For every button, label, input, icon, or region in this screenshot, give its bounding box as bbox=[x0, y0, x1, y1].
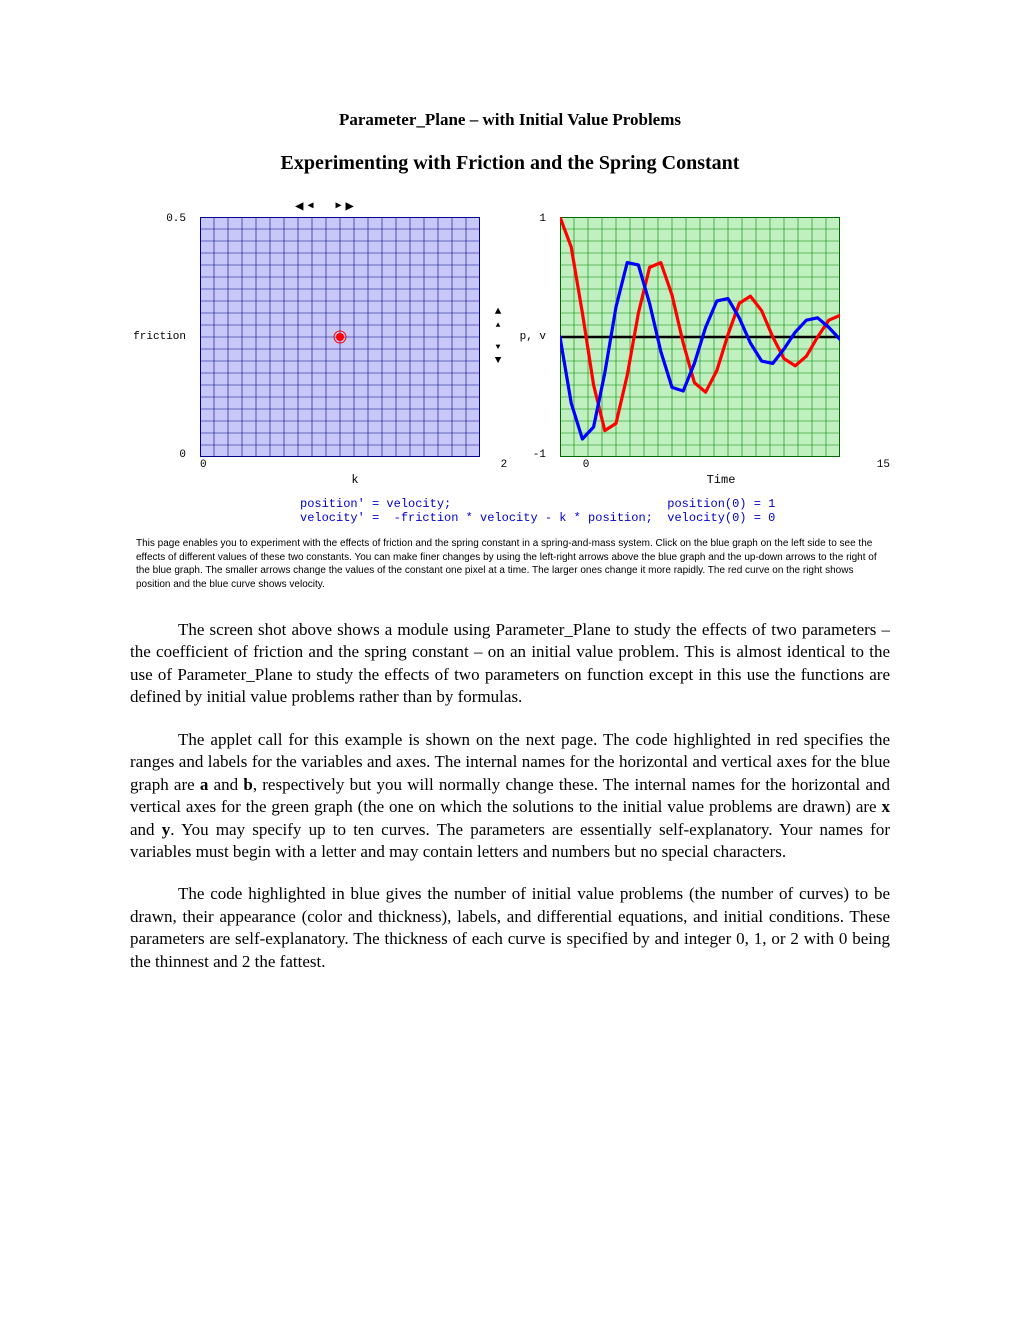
small-down-icon[interactable]: ▼ bbox=[496, 344, 501, 352]
left-y-max: 0.5 bbox=[166, 213, 186, 225]
right-x-max: 15 bbox=[877, 459, 890, 471]
left-x-min: 0 bbox=[200, 459, 207, 471]
big-right-icon[interactable]: ▶ bbox=[346, 199, 354, 213]
right-y-min: -1 bbox=[533, 449, 546, 461]
applet-panel: ◀ ◀ ▶ ▶ 0.5 friction 0 ▲ ▲ ▼ ▼ bbox=[130, 199, 890, 591]
left-y-min: 0 bbox=[179, 449, 186, 461]
left-y-label: friction bbox=[133, 331, 186, 343]
big-down-icon[interactable]: ▼ bbox=[495, 356, 502, 367]
body-paragraph-3: The code highlighted in blue gives the n… bbox=[130, 883, 890, 973]
small-up-icon[interactable]: ▲ bbox=[496, 322, 501, 330]
horizontal-stepper: ◀ ◀ ▶ ▶ bbox=[295, 199, 890, 213]
page-title: Parameter_Plane – with Initial Value Pro… bbox=[130, 110, 890, 130]
equations-block: position' = velocity; position(0) = 1 ve… bbox=[300, 497, 890, 525]
body-paragraph-2: The applet call for this example is show… bbox=[130, 729, 890, 864]
big-up-icon[interactable]: ▲ bbox=[495, 307, 502, 318]
small-right-icon[interactable]: ▶ bbox=[335, 201, 341, 215]
left-x-max: 2 bbox=[501, 459, 508, 471]
right-y-max: 1 bbox=[539, 213, 546, 225]
small-left-icon[interactable]: ◀ bbox=[307, 201, 313, 215]
parameter-plane-graph[interactable] bbox=[200, 217, 480, 457]
right-y-label: p, v bbox=[520, 331, 546, 343]
big-left-icon[interactable]: ◀ bbox=[295, 199, 303, 213]
left-x-label: k bbox=[200, 473, 510, 487]
right-x-min: 0 bbox=[583, 459, 590, 471]
right-x-label: Time bbox=[566, 473, 876, 487]
applet-caption: This page enables you to experiment with… bbox=[130, 537, 890, 591]
document-page: Parameter_Plane – with Initial Value Pro… bbox=[0, 0, 1020, 1073]
vertical-stepper: ▲ ▲ ▼ ▼ bbox=[490, 307, 506, 367]
solution-graph bbox=[560, 217, 840, 457]
page-subtitle: Experimenting with Friction and the Spri… bbox=[130, 152, 890, 175]
body-paragraph-1: The screen shot above shows a module usi… bbox=[130, 619, 890, 709]
